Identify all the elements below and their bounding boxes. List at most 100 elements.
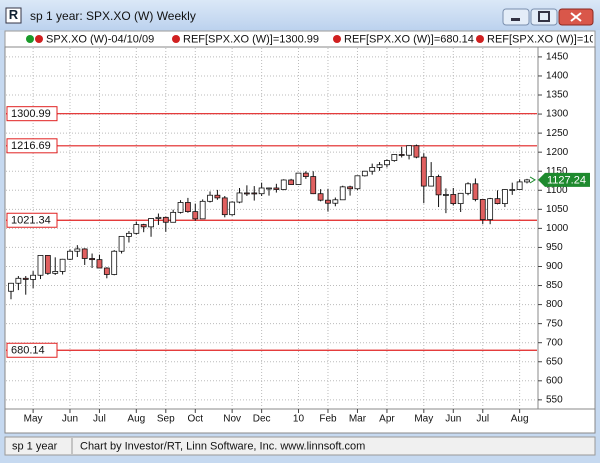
candle-body <box>8 282 14 292</box>
x-tick-label: Aug <box>127 414 145 425</box>
reference-label: 1216.69 <box>11 140 51 152</box>
candle-body <box>67 250 73 260</box>
candle-body <box>420 156 427 187</box>
candle-body <box>266 187 272 190</box>
maximize-button[interactable] <box>530 8 558 26</box>
legend: SPX.XO (W)-04/10/09 REF[SPX.XO (W)]=1300.… <box>26 33 596 45</box>
legend-dot <box>35 35 43 43</box>
y-tick-label: 1250 <box>546 128 569 139</box>
x-tick-label: 10 <box>293 414 305 425</box>
candle-body <box>81 248 88 259</box>
candle-body <box>487 198 494 221</box>
x-tick-label: May <box>24 414 43 425</box>
y-axis-area <box>537 46 596 410</box>
candle-body <box>472 183 479 200</box>
y-tick-label: 600 <box>546 375 563 386</box>
reference-label: 1021.34 <box>11 215 51 227</box>
candle-body <box>243 192 250 195</box>
y-tick-label: 1150 <box>546 166 568 177</box>
reference-label: 680.14 <box>11 345 45 357</box>
candle-body <box>185 202 191 213</box>
x-tick-label: Jul <box>476 414 489 425</box>
reference-label-box <box>6 342 58 358</box>
y-tick-label: 1300 <box>546 109 569 120</box>
candle-body <box>347 186 353 190</box>
candle-body <box>443 194 449 196</box>
candle-body <box>96 259 103 269</box>
x-tick-label: Nov <box>223 414 241 425</box>
x-tick-label: Apr <box>379 414 395 425</box>
candle-body <box>192 211 199 220</box>
reference-label-box <box>6 212 58 228</box>
candle-body <box>280 179 287 190</box>
legend-dot <box>172 35 180 43</box>
candle-body <box>133 224 140 234</box>
candle-body <box>15 277 22 284</box>
candle-body <box>30 274 37 280</box>
candle-body <box>435 176 442 196</box>
y-tick-label: 750 <box>546 318 563 329</box>
candle-body <box>413 145 420 158</box>
x-tick-label: Feb <box>319 414 337 425</box>
chart: 5506006507007508008509009501000105011001… <box>6 48 590 425</box>
y-tick-label: 1000 <box>546 223 569 234</box>
legend-label: REF[SPX.XO (W)]=10 <box>487 33 596 45</box>
candle-body <box>199 200 206 220</box>
legend-dot <box>333 35 341 43</box>
x-axis-area <box>4 408 596 434</box>
candle-body <box>406 145 412 156</box>
y-tick-label: 800 <box>546 299 563 310</box>
candle-body <box>465 183 471 194</box>
candle-body <box>148 218 154 228</box>
candle-body <box>295 172 302 185</box>
candle-body <box>361 170 368 177</box>
y-tick-label: 1050 <box>546 204 569 215</box>
candle-body <box>221 197 228 216</box>
status-text: Chart by Investor/RT, Linn Software, Inc… <box>80 440 365 452</box>
y-tick-label: 900 <box>546 261 563 272</box>
candle-body <box>52 271 59 274</box>
reference-label-box <box>6 106 58 122</box>
y-tick-label: 1100 <box>546 185 568 196</box>
y-tick-label: 700 <box>546 337 563 348</box>
legend-dot <box>26 35 34 43</box>
candle-body <box>302 172 309 177</box>
x-tick-label: May <box>414 414 433 425</box>
x-tick-label: Sep <box>157 414 175 425</box>
candle-body <box>376 164 383 168</box>
x-tick-label: Oct <box>188 414 204 425</box>
svg-text:R: R <box>9 7 19 22</box>
candle-body <box>258 187 265 195</box>
candle-body <box>214 194 221 199</box>
candle-body <box>317 193 324 201</box>
candle-body <box>140 224 147 228</box>
y-tick-label: 1400 <box>546 71 569 82</box>
candle-body <box>332 199 339 204</box>
candle-body <box>155 216 162 219</box>
last-price-label: 1127.24 <box>547 174 586 186</box>
candle-body <box>325 199 331 204</box>
candle-body <box>354 175 361 190</box>
close-button[interactable] <box>558 8 594 26</box>
candle-body <box>229 201 236 216</box>
y-tick-label: 1200 <box>546 147 569 158</box>
candle-body <box>207 194 213 202</box>
candle-body <box>369 167 376 172</box>
candle-body <box>450 194 457 205</box>
candle-body <box>273 187 280 190</box>
candle-body <box>524 179 530 183</box>
candle-body <box>509 189 516 191</box>
candle-body <box>74 248 81 252</box>
legend-label: SPX.XO (W)-04/10/09 <box>46 33 154 45</box>
minimize-button[interactable] <box>502 8 530 26</box>
candle-body <box>177 202 184 213</box>
candle-body <box>398 154 405 156</box>
candle-body <box>162 216 169 223</box>
last-price-marker <box>538 172 590 187</box>
y-tick-label: 650 <box>546 356 563 367</box>
title-bar <box>0 0 600 30</box>
reference-label: 1300.99 <box>11 108 51 120</box>
candle-body <box>391 154 398 161</box>
candle-body <box>236 192 243 203</box>
